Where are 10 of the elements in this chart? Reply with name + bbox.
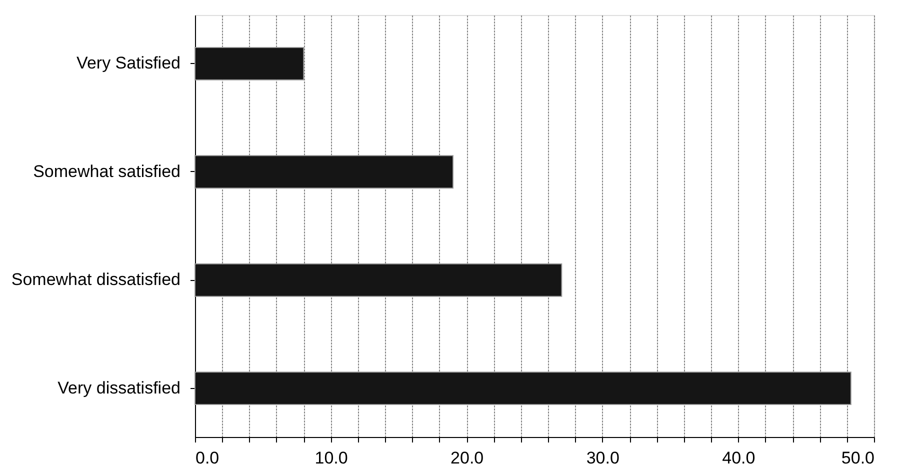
y-tick-label: Somewhat dissatisfied <box>11 270 180 290</box>
y-tick-label: Very dissatisfied <box>58 378 180 398</box>
y-tick-label: Very Satisfied <box>76 54 180 73</box>
x-tick-label: 30.0 <box>586 448 620 468</box>
y-tick-label: Somewhat satisfied <box>33 162 180 181</box>
x-tick-label: 10.0 <box>314 448 348 468</box>
x-tick-label: 20.0 <box>450 448 484 468</box>
x-tick-label: 50.0 <box>841 448 874 468</box>
x-tick-label: 40.0 <box>722 448 756 468</box>
x-tick-label: 0.0 <box>196 448 220 468</box>
